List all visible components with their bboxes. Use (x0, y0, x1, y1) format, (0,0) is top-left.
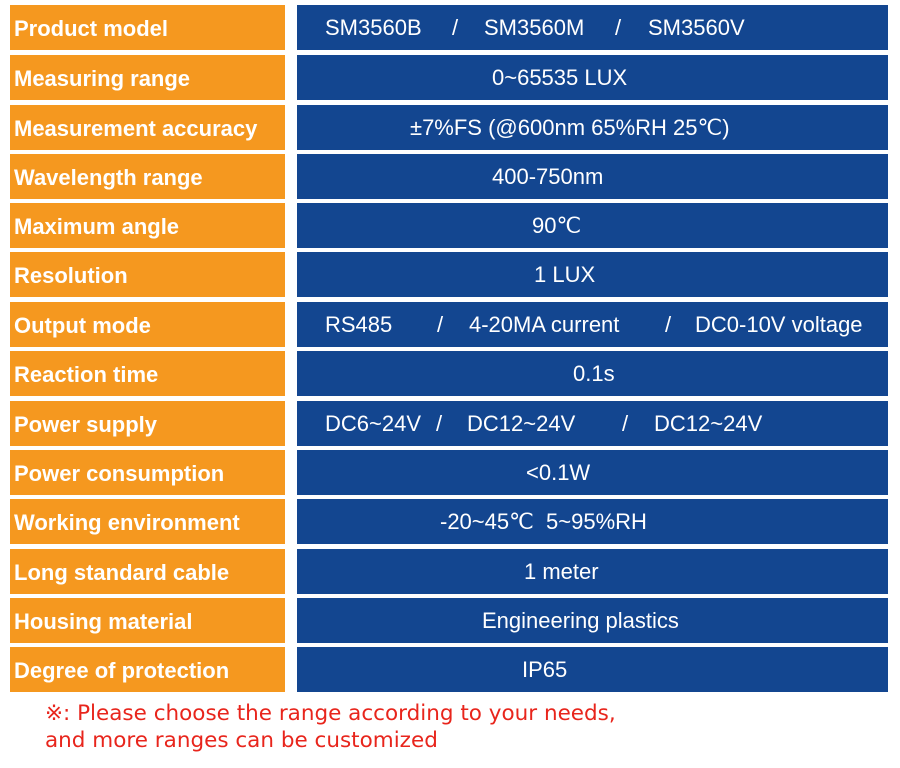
spec-label: Output mode (10, 302, 285, 347)
spec-row-power-consumption: Power consumption <0.1W (10, 450, 888, 495)
spec-value-part: DC12~24V (654, 411, 763, 436)
spec-row-housing-material: Housing material Engineering plastics (10, 598, 888, 643)
spec-label: Reaction time (10, 351, 285, 396)
spec-value-part: RS485 (325, 312, 393, 337)
spec-value-separator: / (665, 312, 672, 337)
spec-value-part: 90℃ (532, 213, 582, 238)
spec-value-part: DC6~24V (325, 411, 422, 436)
spec-value-part: SM3560V (648, 15, 745, 40)
spec-label: Power supply (10, 401, 285, 446)
spec-value-part: DC12~24V (467, 411, 576, 436)
spec-value: 90℃ (297, 203, 888, 248)
range-note-line: and more ranges can be customized (45, 728, 438, 753)
spec-row-output-mode: Output mode RS485 / 4-20MA current / DC0… (10, 302, 888, 347)
spec-row-product-model: Product model SM3560B / SM3560M / SM3560… (10, 5, 888, 50)
spec-value: ±7%FS (@600nm 65%RH 25℃) (297, 105, 888, 150)
spec-row-measurement-accuracy: Measurement accuracy ±7%FS (@600nm 65%RH… (10, 105, 888, 150)
spec-value: <0.1W (297, 450, 888, 495)
spec-value-part: 400-750nm (492, 164, 604, 189)
spec-row-measuring-range: Measuring range 0~65535 LUX (10, 55, 888, 100)
spec-label: Housing material (10, 598, 285, 643)
spec-value: -20~45℃ 5~95%RH (297, 499, 888, 544)
spec-label: Long standard cable (10, 549, 285, 594)
range-note: ※: Please choose the range according to … (45, 700, 616, 754)
spec-value-part: <0.1W (526, 460, 591, 485)
spec-label: Resolution (10, 252, 285, 297)
spec-value-part: SM3560B (325, 15, 422, 40)
spec-value: RS485 / 4-20MA current / DC0-10V voltage (297, 302, 888, 347)
spec-label: Degree of protection (10, 647, 285, 692)
spec-value: 0~65535 LUX (297, 55, 888, 100)
spec-value-part: SM3560M (484, 15, 585, 40)
spec-value-part: 0.1s (573, 361, 615, 386)
spec-value-separator: / (615, 15, 622, 40)
spec-label: Measurement accuracy (10, 105, 285, 150)
spec-value: 1 LUX (297, 252, 888, 297)
spec-value-separator: / (622, 411, 629, 436)
spec-row-reaction-time: Reaction time 0.1s (10, 351, 888, 396)
range-note-line: ※: Please choose the range according to … (45, 701, 616, 726)
spec-label: Product model (10, 5, 285, 50)
spec-value-part: Engineering plastics (482, 608, 679, 633)
spec-row-maximum-angle: Maximum angle 90℃ (10, 203, 888, 248)
spec-value-part: ±7%FS (@600nm 65%RH 25℃) (410, 115, 730, 140)
spec-value: DC6~24V / DC12~24V / DC12~24V (297, 401, 888, 446)
spec-label: Working environment (10, 499, 285, 544)
spec-row-long-standard-cable: Long standard cable 1 meter (10, 549, 888, 594)
spec-value-separator: / (437, 312, 444, 337)
spec-label: Power consumption (10, 450, 285, 495)
spec-value-part: 1 meter (524, 559, 599, 584)
spec-value: 1 meter (297, 549, 888, 594)
spec-label: Wavelength range (10, 154, 285, 199)
spec-row-power-supply: Power supply DC6~24V / DC12~24V / DC12~2… (10, 401, 888, 446)
spec-value-separator: / (436, 411, 443, 436)
spec-value-part: IP65 (522, 657, 568, 682)
spec-value: IP65 (297, 647, 888, 692)
spec-value: 400-750nm (297, 154, 888, 199)
spec-value: 0.1s (297, 351, 888, 396)
spec-label: Maximum angle (10, 203, 285, 248)
spec-value-part: 1 LUX (534, 262, 596, 287)
spec-value: Engineering plastics (297, 598, 888, 643)
spec-value-part: DC0-10V voltage (695, 312, 863, 337)
spec-value-part: 0~65535 LUX (492, 65, 628, 90)
spec-row-working-environment: Working environment -20~45℃ 5~95%RH (10, 499, 888, 544)
spec-row-degree-of-protection: Degree of protection IP65 (10, 647, 888, 692)
spec-value-part: 4-20MA current (469, 312, 620, 337)
spec-label: Measuring range (10, 55, 285, 100)
spec-value-separator: / (452, 15, 459, 40)
spec-value: SM3560B / SM3560M / SM3560V (297, 5, 888, 50)
spec-row-wavelength-range: Wavelength range 400-750nm (10, 154, 888, 199)
spec-value-part: -20~45℃ 5~95%RH (440, 509, 647, 534)
spec-row-resolution: Resolution 1 LUX (10, 252, 888, 297)
